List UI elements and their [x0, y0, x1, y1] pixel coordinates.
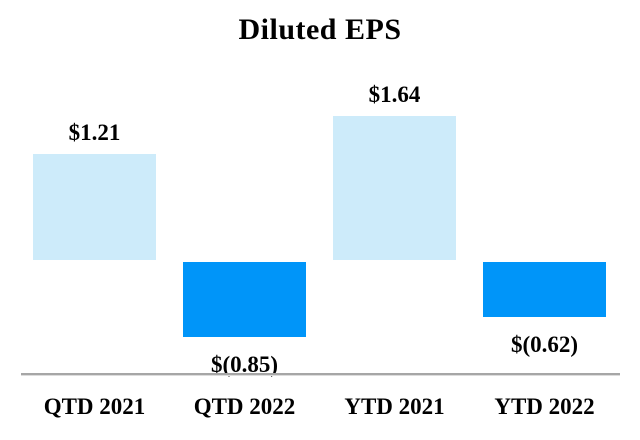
value-label-qtd-2022: $(0.85): [210, 351, 279, 377]
value-label-ytd-2021: $1.64: [368, 81, 421, 107]
bar-ytd-2021: [333, 115, 456, 260]
bar-ytd-2022: [483, 262, 606, 317]
bar-qtd-2021: [33, 153, 156, 260]
bar-qtd-2022: [183, 262, 306, 337]
category-label-qtd-2022: QTD 2022: [193, 394, 296, 419]
category-label-ytd-2021: YTD 2021: [344, 394, 445, 419]
value-label-ytd-2022: $(0.62): [510, 331, 579, 357]
x-axis-line: [21, 373, 620, 376]
category-label-ytd-2022: YTD 2022: [494, 394, 595, 419]
category-label-qtd-2021: QTD 2021: [43, 394, 146, 419]
value-label-qtd-2021: $1.21: [68, 119, 121, 145]
chart-title: Diluted EPS: [238, 13, 402, 46]
